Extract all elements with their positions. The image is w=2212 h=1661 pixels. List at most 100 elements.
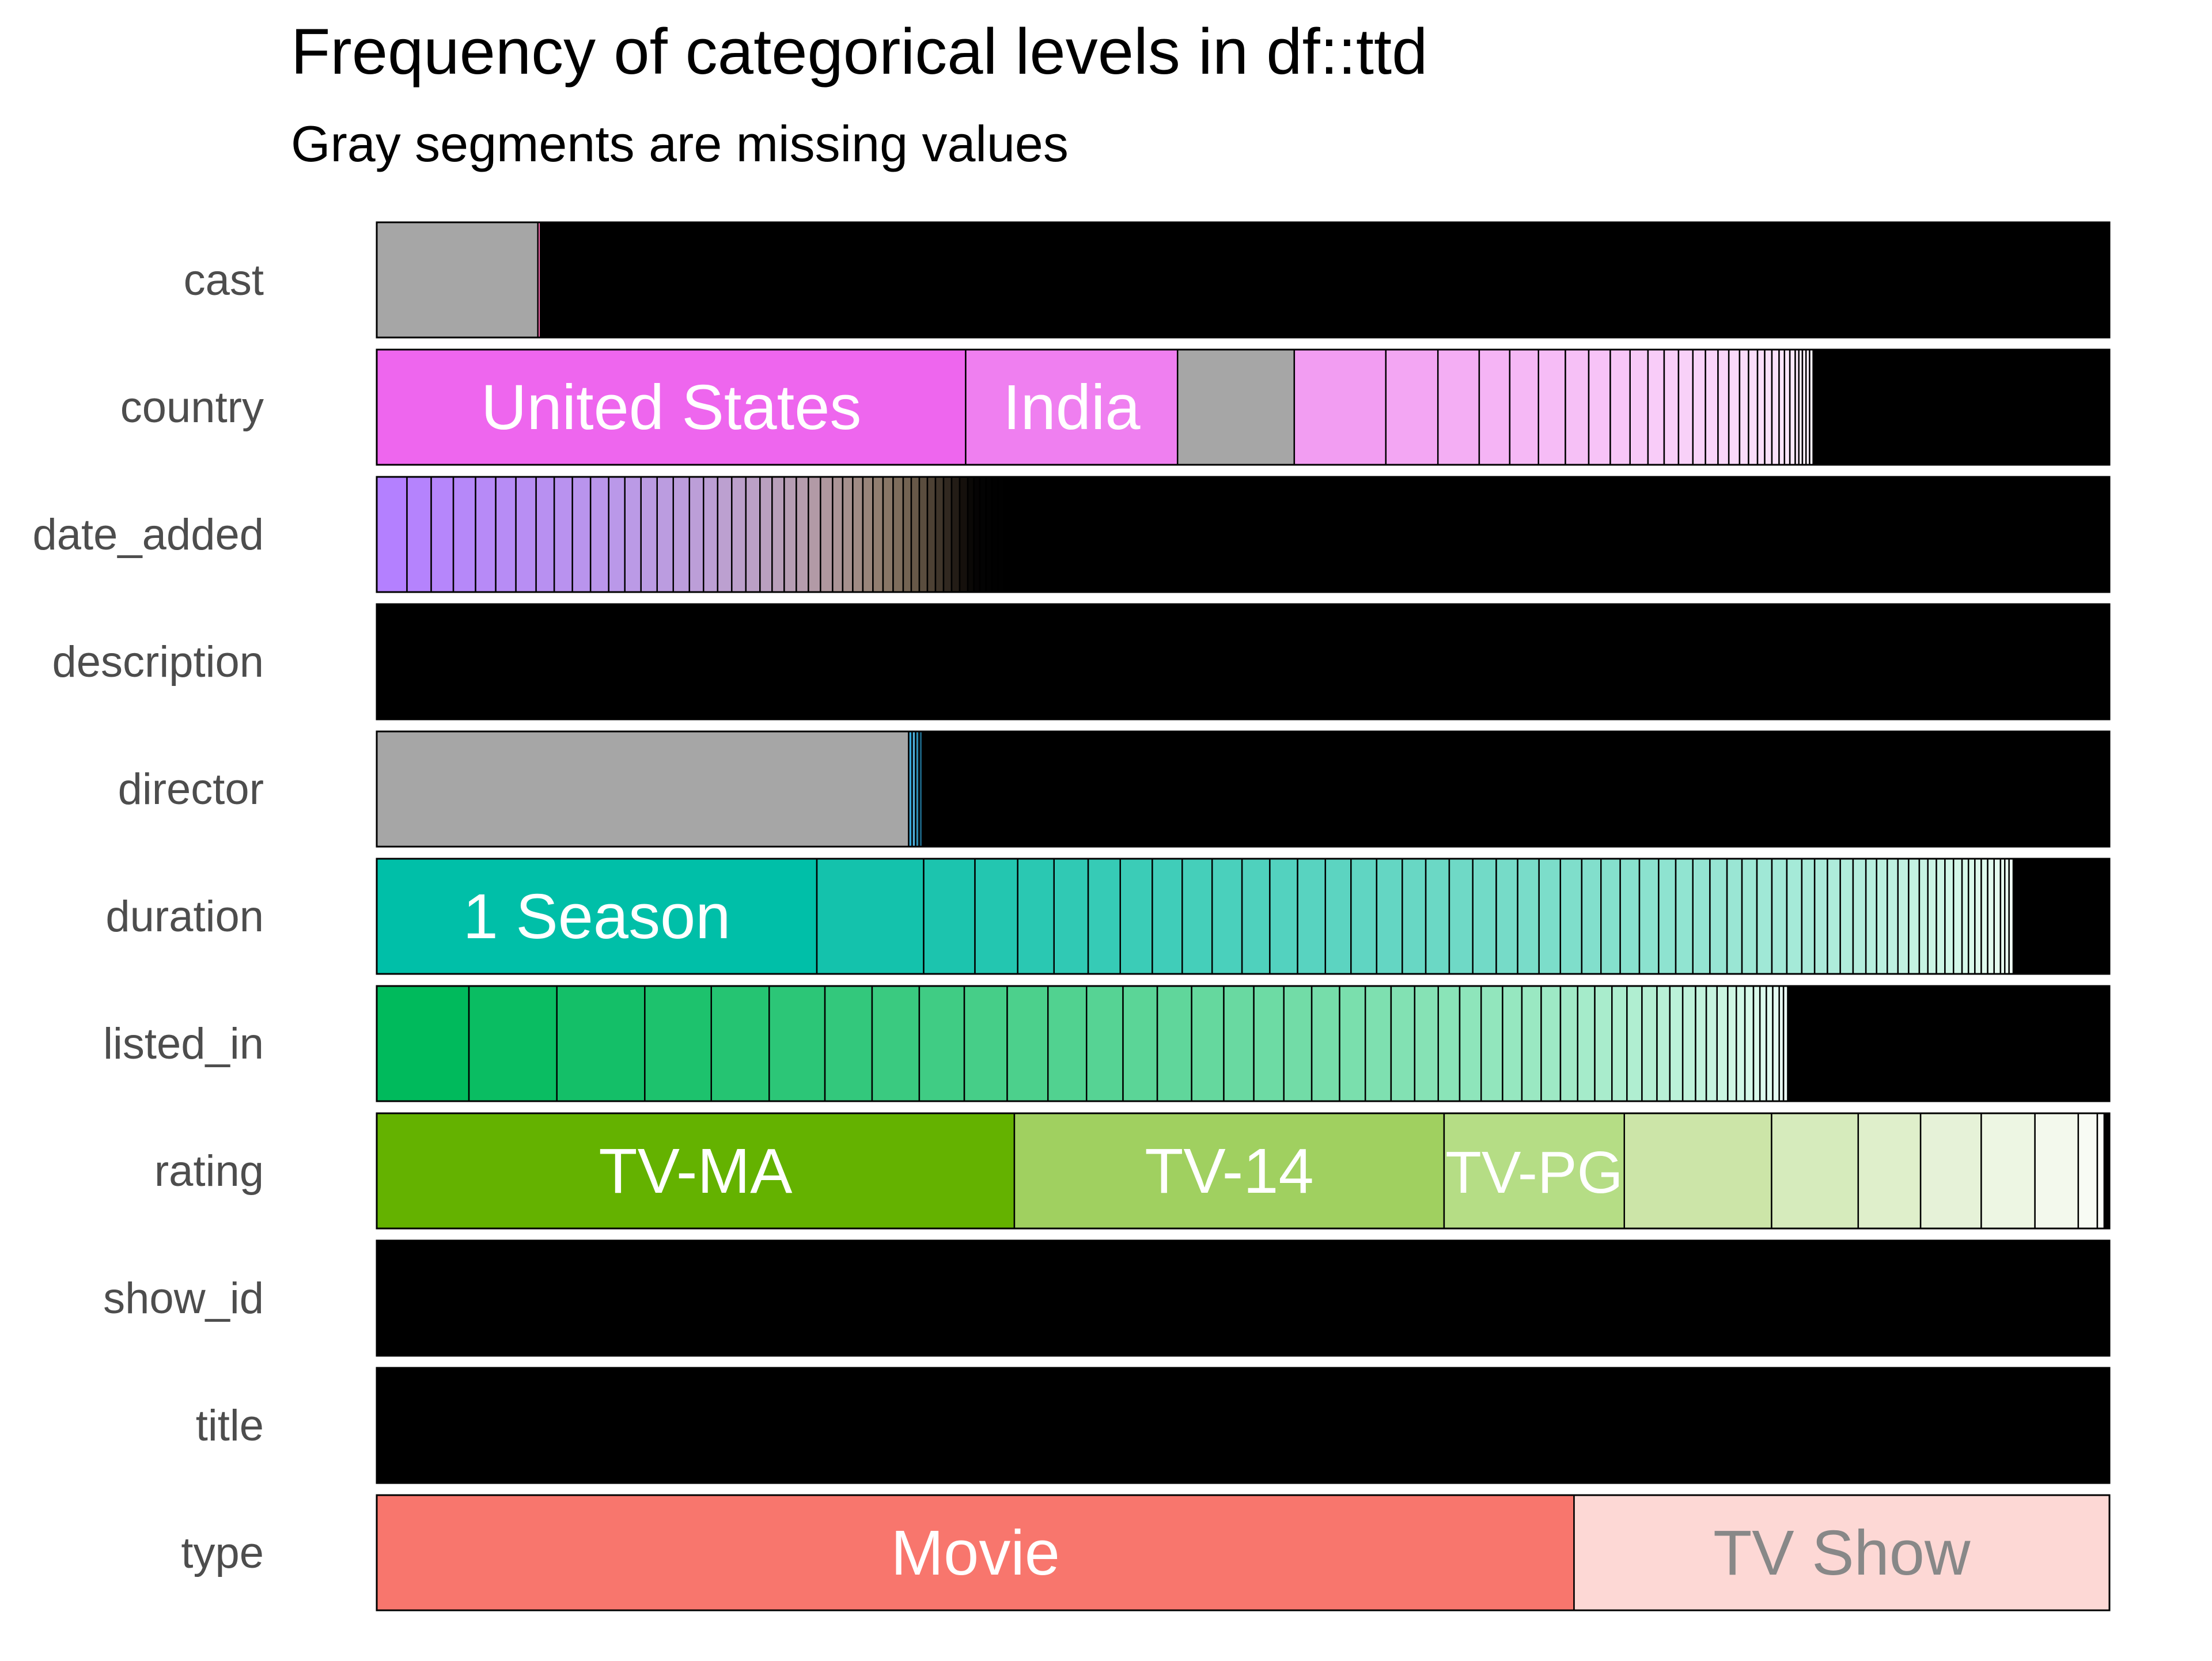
bar-segment — [871, 985, 921, 1102]
bar-segment — [475, 476, 497, 593]
bar-segment — [824, 985, 873, 1102]
bar-segment — [1727, 985, 1737, 1102]
bar-segment — [1681, 985, 1696, 1102]
bar-segment — [934, 476, 945, 593]
bar-segment — [376, 476, 408, 593]
bar-segment — [1936, 858, 1946, 975]
bar-segment — [1517, 858, 1540, 975]
bar-segment — [1310, 985, 1340, 1102]
bar-segment — [1385, 348, 1439, 466]
bar-segment — [1786, 858, 1803, 975]
bar-segment — [703, 476, 719, 593]
bar-segment — [1738, 348, 1749, 466]
bar-outline — [376, 476, 2111, 593]
bar-outline — [376, 348, 2111, 466]
y-tick-label: listed_in — [103, 1019, 264, 1068]
bar-segment — [376, 1239, 2111, 1357]
bar-segment — [1611, 985, 1628, 1102]
bar-outline — [376, 1112, 2111, 1230]
bar-segment — [406, 476, 432, 593]
row-description: description — [52, 603, 2111, 720]
bar-segment — [1003, 476, 1011, 593]
bar-segment — [1425, 858, 1450, 975]
bar-segment — [1594, 985, 1613, 1102]
bar-segment — [1839, 858, 1854, 975]
bar-segment — [1638, 858, 1660, 975]
bar-segment — [1626, 985, 1643, 1102]
bar-segment — [1152, 858, 1183, 975]
bar-segment — [768, 985, 826, 1102]
bar-segment — [985, 476, 993, 593]
bar-segment — [1980, 1112, 2036, 1230]
bar-outline — [376, 730, 2111, 848]
bar-segment — [832, 476, 844, 593]
bar-segment — [624, 476, 642, 593]
bar-segment — [1009, 476, 1017, 593]
bar-segment — [974, 858, 1018, 975]
bar-segment — [1675, 858, 1694, 975]
bar-segment — [1376, 858, 1403, 975]
bar-segment — [1887, 858, 1899, 975]
row-title: title — [196, 1367, 2111, 1484]
bar-segment — [1752, 985, 1761, 1102]
bar-segment — [1459, 985, 1482, 1102]
row-cast: cast — [184, 221, 2111, 339]
bar-segment — [922, 730, 2111, 848]
bar-outline — [376, 1367, 2111, 1484]
bar-segment — [1726, 858, 1743, 975]
bar-segment — [796, 476, 809, 593]
bar-segment — [1658, 858, 1677, 975]
bar-segment — [710, 985, 770, 1102]
bar-segment — [1390, 985, 1416, 1102]
bar-segment — [852, 476, 864, 593]
bar-segment — [1223, 985, 1255, 1102]
bar-segment — [862, 476, 874, 593]
bar-segment — [1813, 858, 1828, 975]
bar-segment — [1756, 858, 1773, 975]
bar-segment — [1521, 985, 1542, 1102]
bar-segment — [1609, 348, 1631, 466]
bar-segment — [1857, 1112, 1922, 1230]
bar-segment — [1013, 1112, 1445, 1230]
bar-segment — [672, 476, 691, 593]
bar-segment — [1324, 858, 1352, 975]
row-date-added: date_added — [32, 476, 2111, 593]
bar-segment — [820, 476, 834, 593]
bar-segment — [571, 476, 592, 593]
bar-segment — [1787, 985, 2111, 1102]
bar-segment — [759, 476, 773, 593]
bar-segment — [1876, 858, 1888, 975]
bar-segment — [1735, 985, 1746, 1102]
bar-segment — [1538, 858, 1562, 975]
y-tick-label: director — [118, 765, 264, 814]
bar-segment — [783, 476, 797, 593]
chart-subtitle: Gray segments are missing values — [291, 115, 1069, 172]
bar-segment — [1695, 985, 1707, 1102]
bar-segment — [1663, 348, 1680, 466]
bar-segment — [1812, 348, 2111, 466]
bar-segment — [1350, 858, 1378, 975]
bar-segment — [376, 348, 967, 466]
bar-segment — [923, 858, 976, 975]
bar-segment — [1974, 858, 1982, 975]
bar-segment — [1656, 985, 1671, 1102]
bar-segment — [1705, 348, 1719, 466]
bar-segment — [1211, 858, 1243, 975]
row-country: country United States India — [120, 348, 2111, 466]
bar-segment — [2096, 1112, 2105, 1230]
row-listed-in: listed_in — [103, 985, 2111, 1102]
row-type: type Movie TV Show — [181, 1494, 2111, 1611]
bar-segment — [1692, 858, 1711, 975]
bar-segment — [979, 476, 987, 593]
segment-label: TV-14 — [1145, 1136, 1313, 1207]
bar-segment — [1181, 858, 1213, 975]
segment-label: TV Show — [1713, 1518, 1971, 1588]
y-tick-label: duration — [105, 892, 264, 941]
segment-label: TV-PG — [1445, 1139, 1623, 1205]
bar-segment — [1502, 985, 1523, 1102]
bar-segment — [1253, 985, 1285, 1102]
missing-segment — [376, 730, 910, 848]
bar-segment — [1283, 985, 1313, 1102]
bar-segment — [2077, 1112, 2099, 1230]
segment-label: 1 Season — [463, 881, 731, 952]
